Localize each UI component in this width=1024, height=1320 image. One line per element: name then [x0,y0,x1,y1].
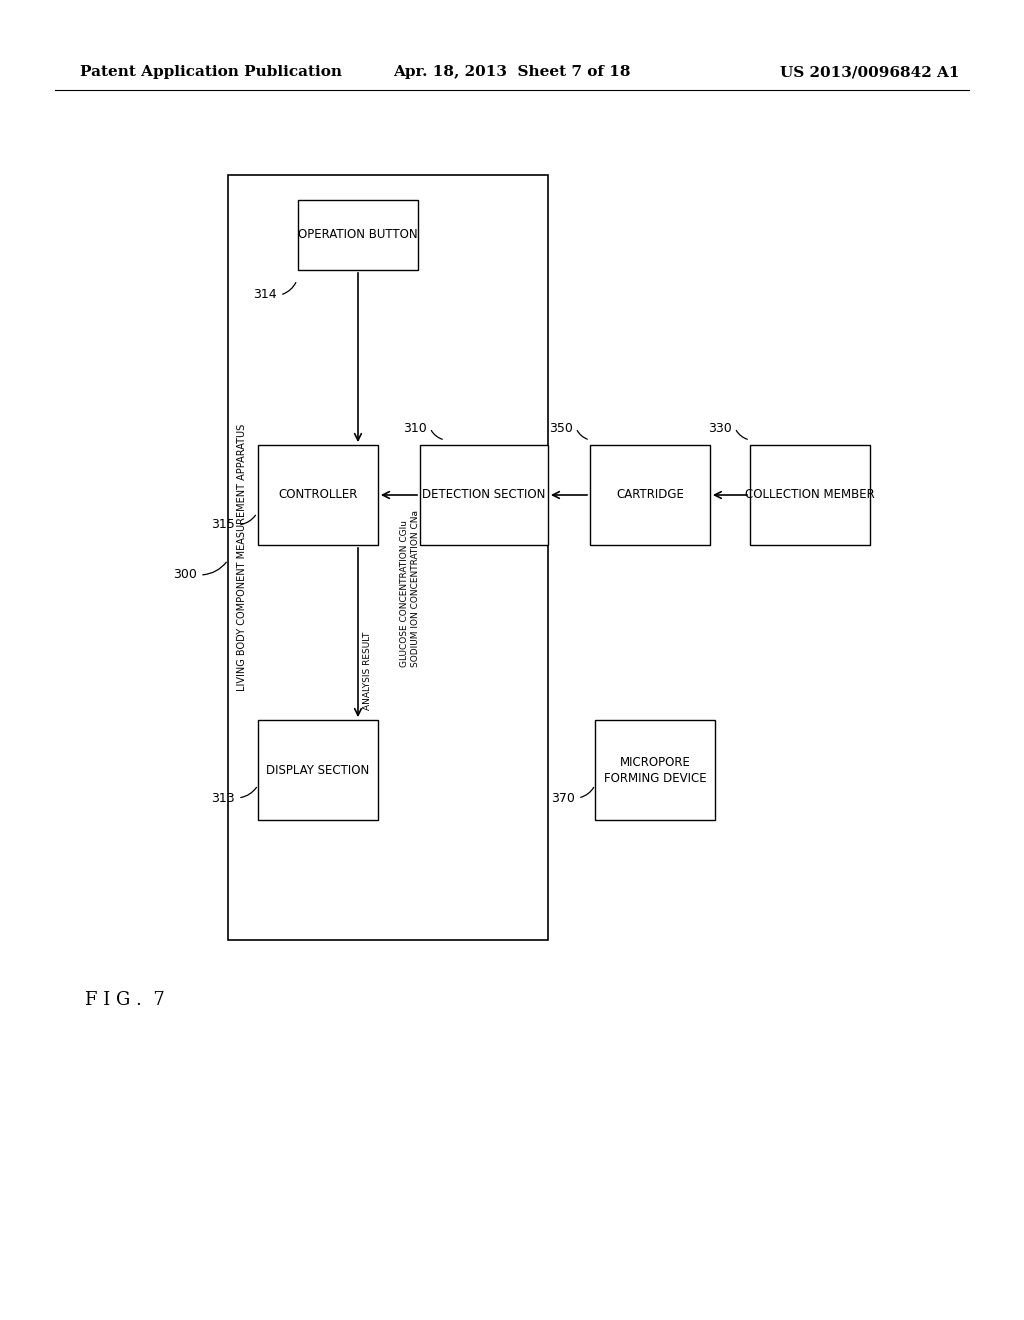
Text: CARTRIDGE: CARTRIDGE [616,488,684,502]
Text: 315: 315 [211,519,234,532]
Text: 313: 313 [211,792,234,804]
Bar [258,445,378,545]
Bar [298,201,418,271]
Text: GLUCOSE CONCENTRATION CGlu
SODIUM ION CONCENTRATION CNa: GLUCOSE CONCENTRATION CGlu SODIUM ION CO… [400,510,420,667]
Text: Patent Application Publication: Patent Application Publication [80,65,342,79]
Text: CONTROLLER: CONTROLLER [279,488,357,502]
Text: DISPLAY SECTION: DISPLAY SECTION [266,763,370,776]
Text: Apr. 18, 2013  Sheet 7 of 18: Apr. 18, 2013 Sheet 7 of 18 [393,65,631,79]
Text: 310: 310 [403,421,427,434]
Text: 370: 370 [551,792,575,804]
Text: MICROPORE
FORMING DEVICE: MICROPORE FORMING DEVICE [604,755,707,784]
Bar [258,719,378,820]
Text: OPERATION BUTTON: OPERATION BUTTON [298,228,418,242]
Text: 314: 314 [253,289,278,301]
Bar [420,445,548,545]
Text: ANALYSIS RESULT: ANALYSIS RESULT [362,632,372,710]
Bar [228,176,548,940]
Text: 300: 300 [173,569,197,582]
Text: COLLECTION MEMBER: COLLECTION MEMBER [745,488,874,502]
Text: LIVING BODY COMPONENT MEASUREMENT APPARATUS: LIVING BODY COMPONENT MEASUREMENT APPARA… [237,424,247,692]
Text: DETECTION SECTION: DETECTION SECTION [422,488,546,502]
Bar [595,719,715,820]
Text: 330: 330 [709,421,732,434]
Text: US 2013/0096842 A1: US 2013/0096842 A1 [780,65,961,79]
Bar [590,445,710,545]
Text: 350: 350 [549,421,573,434]
Text: F I G .  7: F I G . 7 [85,991,165,1008]
Bar [750,445,870,545]
